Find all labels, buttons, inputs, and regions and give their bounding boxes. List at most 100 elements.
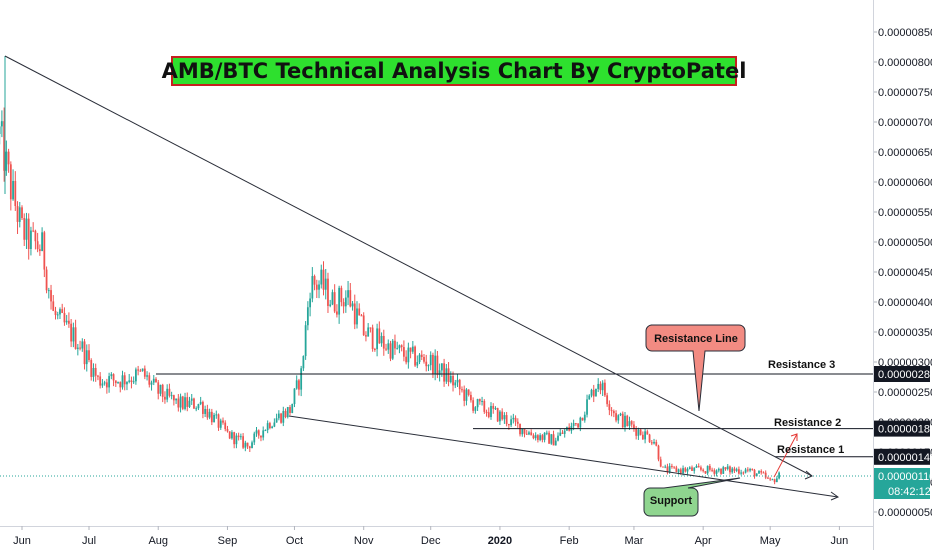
candle-up bbox=[295, 380, 298, 389]
projection-arrowhead bbox=[790, 433, 798, 441]
candle-up bbox=[706, 465, 709, 474]
candle-down bbox=[409, 347, 412, 352]
candle-up bbox=[271, 426, 274, 429]
candle-down bbox=[45, 269, 48, 291]
candle-down bbox=[137, 369, 140, 371]
candle-up bbox=[30, 230, 32, 249]
candle-down bbox=[373, 348, 376, 350]
candle-down bbox=[487, 412, 490, 418]
candle-up bbox=[557, 435, 559, 441]
price-tick-label: 0.00000050 bbox=[878, 507, 932, 519]
candle-down bbox=[105, 382, 108, 388]
candle-up bbox=[81, 341, 84, 349]
candle-down bbox=[581, 417, 584, 421]
candle-down bbox=[738, 469, 740, 474]
candle-down bbox=[463, 389, 466, 401]
time-tick-label: Dec bbox=[421, 535, 441, 547]
candle-down bbox=[641, 434, 644, 440]
chart-title: AMB/BTC Technical Analysis Chart By Cryp… bbox=[161, 59, 747, 83]
candle-down bbox=[403, 347, 405, 357]
candle-up bbox=[715, 470, 718, 474]
candle-down bbox=[315, 284, 318, 290]
candle-down bbox=[222, 420, 224, 423]
candle-up bbox=[601, 382, 604, 391]
candle-up bbox=[150, 382, 153, 385]
candle-up bbox=[778, 472, 780, 479]
candle-down bbox=[248, 446, 251, 449]
time-tick-label: Jul bbox=[82, 535, 96, 547]
candle-up bbox=[572, 423, 575, 426]
candle-up bbox=[418, 354, 421, 363]
candle-up bbox=[286, 407, 289, 418]
support-callout bbox=[643, 477, 741, 517]
trendlines bbox=[0, 55, 873, 501]
candle-down bbox=[79, 347, 81, 349]
candle-up bbox=[291, 404, 294, 413]
candle-down bbox=[3, 121, 6, 171]
candle-down bbox=[612, 411, 615, 414]
candle-up bbox=[251, 442, 253, 449]
candle-up bbox=[637, 429, 640, 436]
candle-down bbox=[773, 479, 776, 483]
candle-down bbox=[54, 310, 57, 315]
candle-down bbox=[610, 410, 613, 412]
candle-up bbox=[253, 433, 256, 443]
candle-down bbox=[284, 410, 287, 418]
price-tick-label: 0.00000500 bbox=[878, 237, 932, 249]
candle-down bbox=[226, 429, 229, 432]
candle-down bbox=[155, 378, 157, 383]
candle-down bbox=[50, 290, 52, 302]
candle-down bbox=[764, 472, 767, 478]
price-tick-label: 0.00000750 bbox=[878, 87, 932, 99]
candle-down bbox=[349, 290, 352, 307]
candle-up bbox=[449, 375, 452, 383]
resistance-3-label: Resistance 3 bbox=[768, 359, 836, 371]
candle-down bbox=[633, 424, 635, 429]
candle-up bbox=[717, 468, 720, 471]
candle-up bbox=[416, 362, 419, 366]
candle-down bbox=[362, 315, 365, 336]
candle-down bbox=[615, 413, 617, 421]
candle-down bbox=[143, 368, 146, 377]
candle-down bbox=[746, 469, 749, 471]
candle-up bbox=[494, 408, 497, 410]
candle-down bbox=[358, 308, 361, 316]
candle-up bbox=[309, 298, 311, 308]
candle-down bbox=[724, 467, 727, 470]
candle-up bbox=[512, 417, 515, 420]
candle-up bbox=[338, 287, 341, 315]
candle-down bbox=[322, 269, 325, 290]
candle-down bbox=[68, 320, 70, 324]
candle-up bbox=[302, 356, 305, 369]
candle-up bbox=[744, 469, 747, 473]
support-label: Support bbox=[650, 495, 692, 507]
candle-down bbox=[666, 466, 669, 473]
candle-down bbox=[52, 301, 55, 311]
time-tick-label: Jun bbox=[13, 535, 31, 547]
candle-up bbox=[476, 399, 479, 408]
candle-down bbox=[599, 383, 602, 391]
candle-down bbox=[478, 399, 481, 402]
candle-up bbox=[456, 379, 459, 383]
candle-up bbox=[755, 473, 758, 477]
candle-down bbox=[172, 395, 175, 401]
candle-up bbox=[595, 388, 597, 397]
time-tick-label: Sep bbox=[218, 535, 238, 547]
candle-down bbox=[353, 303, 356, 325]
candle-down bbox=[630, 421, 633, 425]
candle-down bbox=[621, 413, 624, 428]
price-tick-label: 0.00000850 bbox=[878, 27, 932, 39]
candle-down bbox=[662, 466, 664, 468]
candle-down bbox=[507, 424, 510, 426]
candle-down bbox=[420, 354, 423, 357]
candle-up bbox=[324, 278, 327, 290]
candle-down bbox=[541, 435, 544, 440]
candle-down bbox=[148, 375, 151, 385]
candle-up bbox=[653, 441, 655, 444]
candle-up bbox=[387, 343, 390, 350]
candle-up bbox=[583, 414, 586, 421]
candle-down bbox=[63, 312, 66, 323]
candle-down bbox=[650, 442, 653, 444]
candle-down bbox=[97, 375, 99, 377]
